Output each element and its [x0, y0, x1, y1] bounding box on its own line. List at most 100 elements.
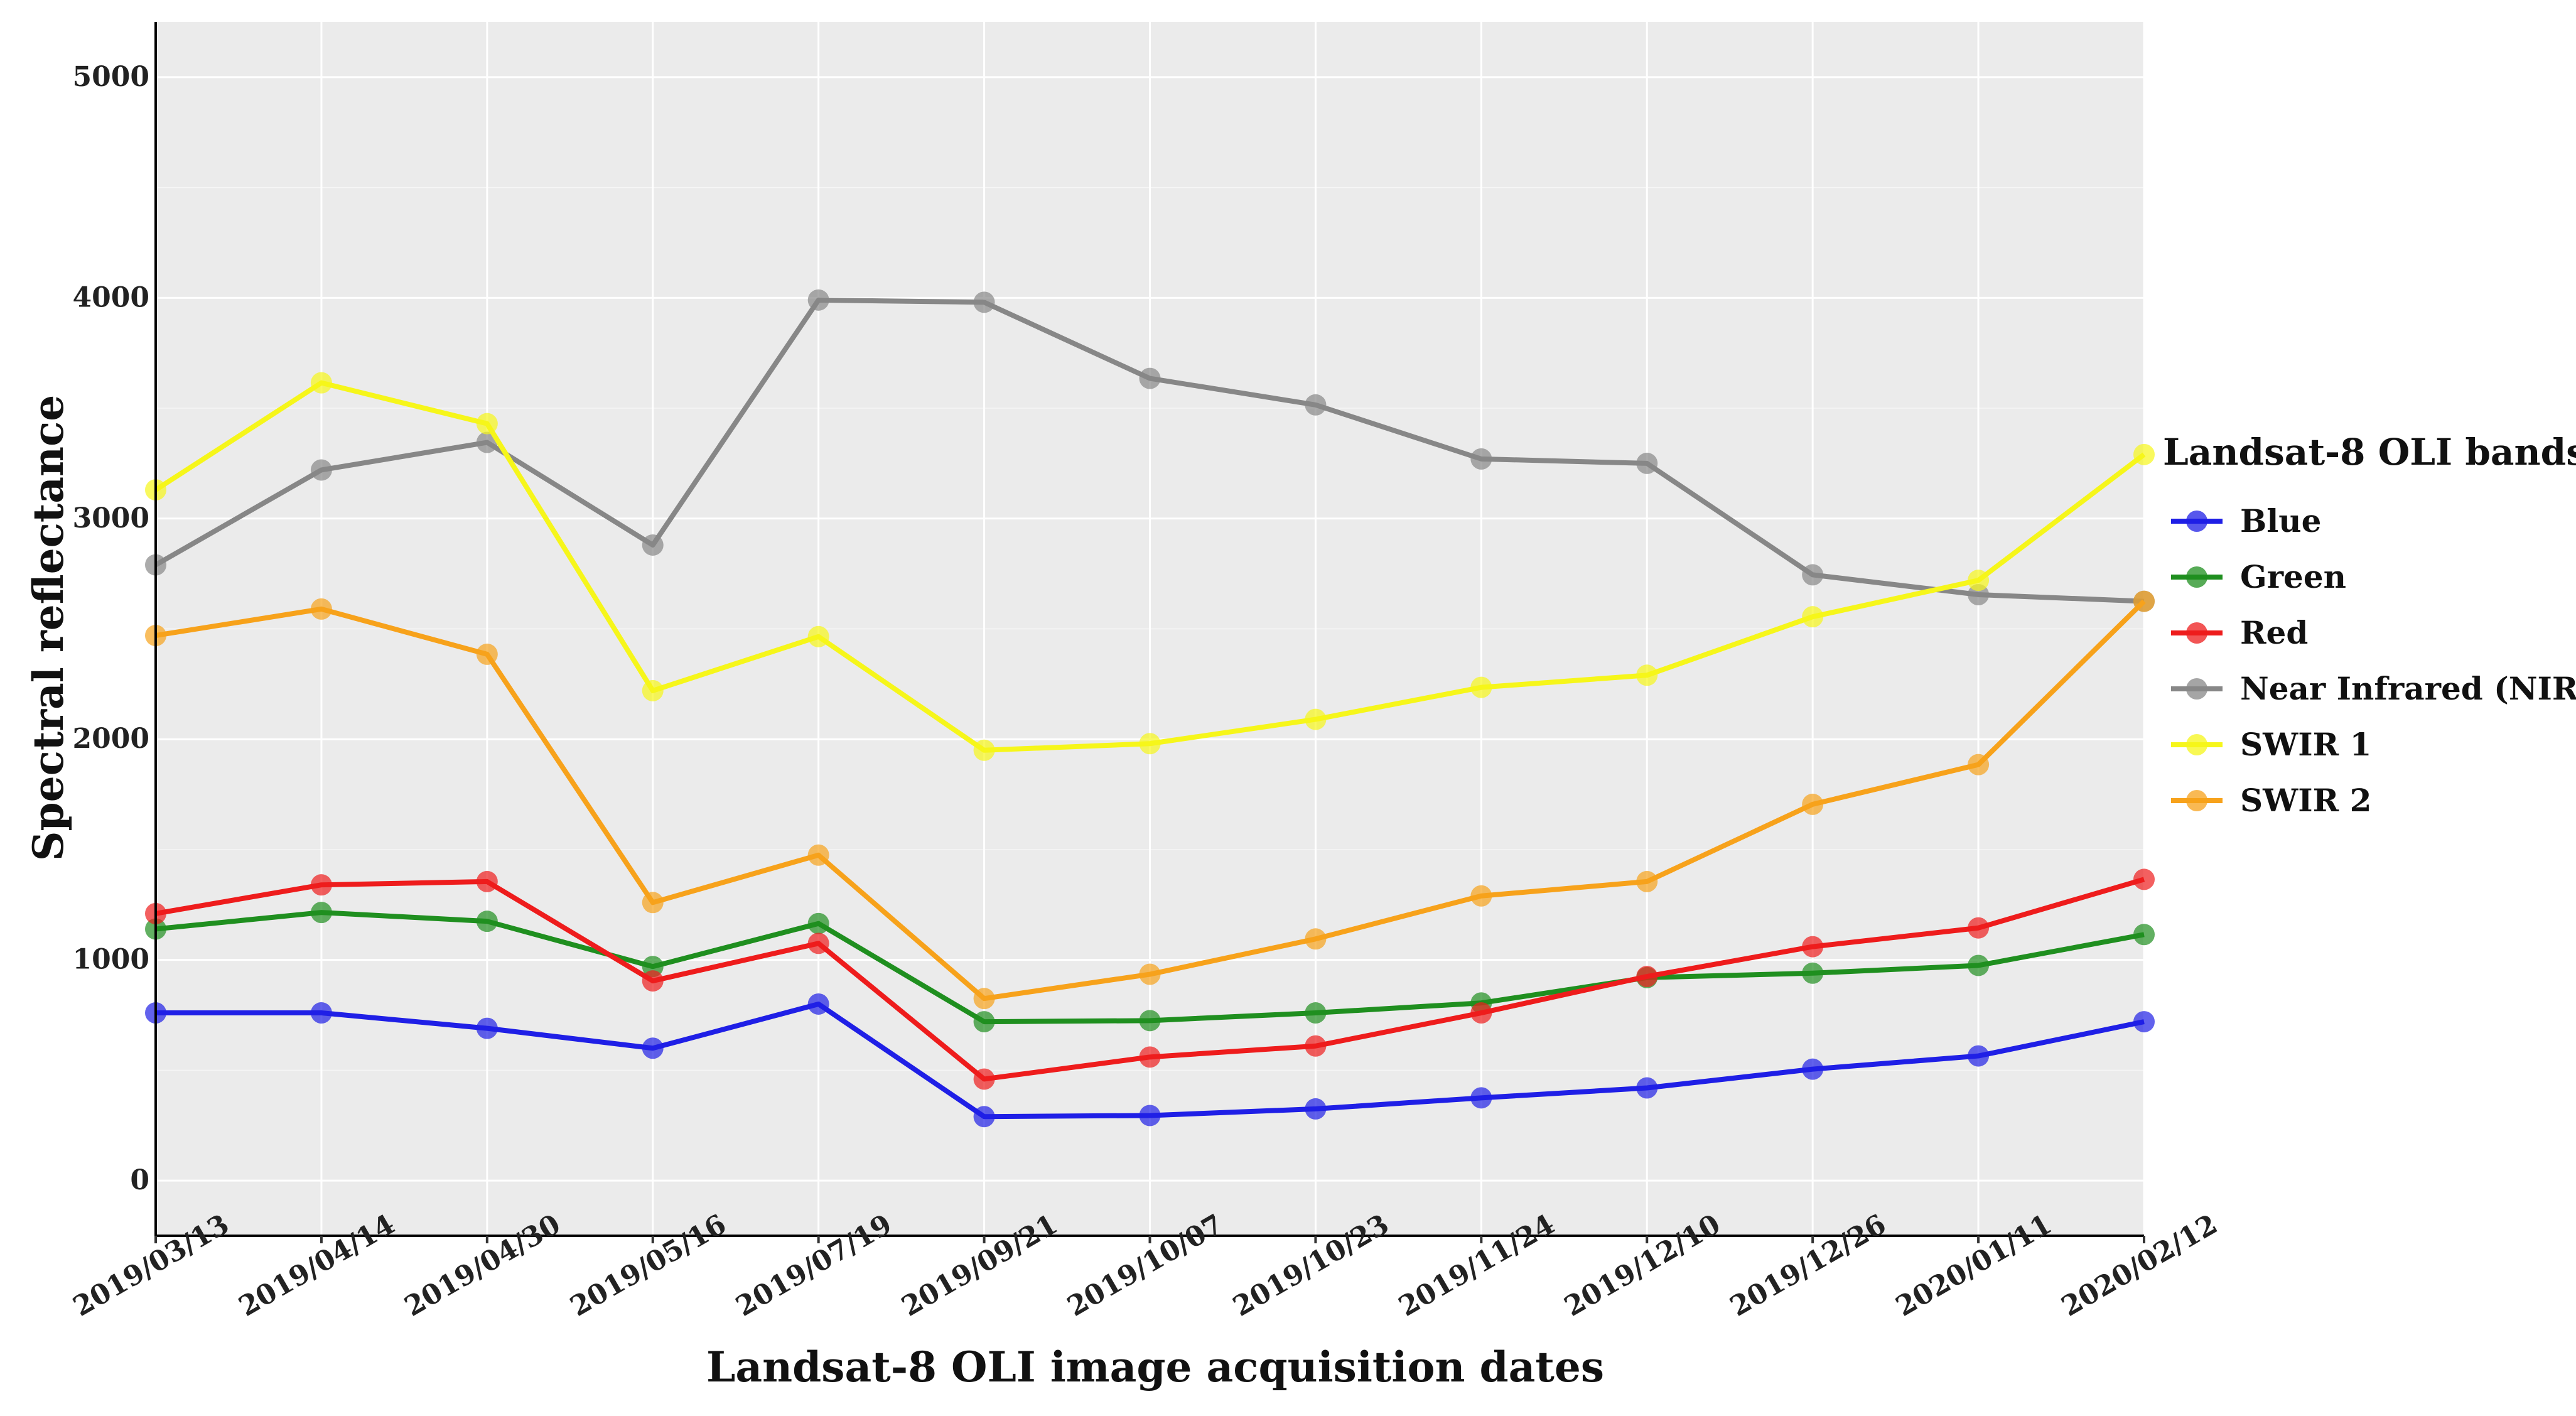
data-point: [642, 970, 664, 992]
data-point: [1802, 1058, 1824, 1080]
data-point: [476, 1017, 498, 1039]
data-point: [1802, 606, 1824, 628]
data-point: [1139, 1046, 1161, 1068]
data-point: [476, 911, 498, 932]
data-point: [1968, 1045, 1990, 1067]
data-point: [973, 291, 995, 313]
data-point: [1636, 966, 1658, 988]
legend-item: Near Infrared (NIR): [2171, 670, 2576, 707]
data-point: [1470, 448, 1492, 470]
legend-label: SWIR 1: [2240, 726, 2371, 763]
data-point: [2133, 443, 2155, 465]
y-tick-label: 0: [130, 1164, 149, 1196]
legend-swatch-point: [2186, 566, 2207, 588]
data-point: [807, 289, 829, 311]
data-point: [973, 1011, 995, 1033]
data-point: [310, 902, 332, 924]
data-point: [973, 1068, 995, 1090]
data-point: [1636, 452, 1658, 474]
data-point: [642, 534, 664, 556]
data-point: [1802, 936, 1824, 958]
data-point: [2133, 924, 2155, 946]
data-point: [476, 870, 498, 892]
data-point: [1968, 917, 1990, 939]
grid-lines: [154, 22, 2145, 1236]
data-point: [1636, 870, 1658, 892]
data-point: [1636, 664, 1658, 686]
legend-label: Red: [2240, 614, 2308, 651]
legend-item: Green: [2171, 558, 2346, 595]
axes: [154, 22, 2145, 1243]
series-near-infrared-nir: [145, 289, 2155, 612]
y-axis-title: Spectral reflectance: [24, 395, 73, 861]
data-point: [807, 932, 829, 954]
data-point: [1305, 1035, 1327, 1057]
legend-item: Red: [2171, 614, 2308, 651]
data-point: [1139, 963, 1161, 985]
legend-label: Green: [2240, 558, 2346, 595]
legend-swatch-point: [2186, 622, 2207, 644]
series-red: [145, 868, 2155, 1090]
data-point: [476, 431, 498, 453]
data-point: [1470, 676, 1492, 698]
legend-item: SWIR 2: [2171, 782, 2371, 819]
data-point: [1968, 754, 1990, 776]
y-tick-label: 3000: [73, 502, 149, 534]
data-point: [1802, 564, 1824, 586]
data-point: [310, 459, 332, 481]
series-group: [145, 289, 2155, 1128]
y-tick-label: 5000: [73, 61, 149, 93]
x-axis-title: Landsat-8 OLI image acquisition dates: [706, 1343, 1604, 1392]
data-point: [1470, 1087, 1492, 1109]
data-point: [1968, 570, 1990, 592]
y-tick-label: 4000: [73, 281, 149, 313]
data-point: [642, 892, 664, 914]
y-tick-label: 2000: [73, 723, 149, 755]
data-point: [310, 598, 332, 620]
data-point: [2133, 590, 2155, 612]
legend-item: Blue: [2171, 502, 2321, 539]
legend-swatch-point: [2186, 511, 2207, 532]
data-point: [807, 912, 829, 934]
legend-title: Landsat-8 OLI bands: [2163, 431, 2576, 473]
data-point: [2133, 868, 2155, 890]
legend-label: Blue: [2240, 502, 2321, 539]
data-point: [807, 625, 829, 647]
data-point: [1636, 1077, 1658, 1099]
data-point: [1470, 1002, 1492, 1024]
data-point: [2133, 1011, 2155, 1033]
legend-label: Near Infrared (NIR): [2240, 670, 2576, 707]
data-point: [973, 1106, 995, 1128]
data-point: [1305, 928, 1327, 950]
series-swir-1: [145, 372, 2155, 761]
data-point: [1802, 793, 1824, 815]
data-point: [1139, 1010, 1161, 1032]
data-point: [1305, 708, 1327, 730]
data-point: [310, 1002, 332, 1024]
data-point: [1139, 733, 1161, 755]
y-tick-label: 1000: [73, 944, 149, 976]
data-point: [642, 679, 664, 701]
legend-swatch-point: [2186, 790, 2207, 811]
data-point: [642, 1037, 664, 1059]
data-point: [310, 372, 332, 394]
data-point: [1139, 1105, 1161, 1127]
x-tick-label: 2019/03/13: [68, 1208, 234, 1323]
legend: Landsat-8 OLI bands Blue Green Red Near Infr…: [2163, 431, 2576, 819]
data-point: [807, 844, 829, 866]
data-point: [1305, 1098, 1327, 1120]
series-blue: [145, 993, 2155, 1128]
legend-swatch-point: [2186, 678, 2207, 700]
data-point: [807, 993, 829, 1015]
data-point: [1802, 962, 1824, 984]
legend-item: SWIR 1: [2171, 726, 2371, 763]
y-tick-labels: 0 1000 2000 3000 4000 5000: [73, 61, 149, 1196]
series-swir-2: [145, 590, 2155, 1010]
data-point: [476, 643, 498, 665]
data-point: [1139, 367, 1161, 389]
data-point: [973, 739, 995, 761]
legend-label: SWIR 2: [2240, 782, 2371, 819]
data-point: [1470, 885, 1492, 907]
